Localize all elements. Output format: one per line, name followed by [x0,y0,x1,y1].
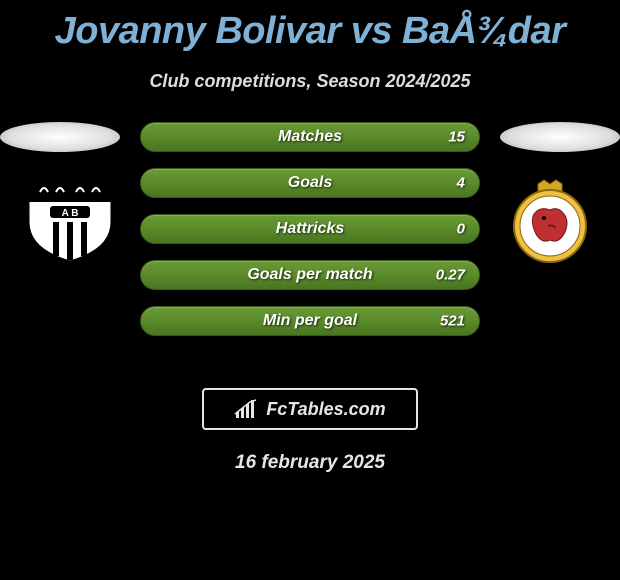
club-crest-right [500,178,600,264]
stat-value: 0 [457,221,465,238]
stat-row-min-per-goal: Min per goal 521 [140,306,480,336]
stat-row-hattricks: Hattricks 0 [140,214,480,244]
stat-label: Goals [288,174,332,192]
svg-text:A B: A B [62,208,79,219]
stat-label: Min per goal [263,312,357,330]
date-line: 16 february 2025 [0,452,620,474]
stat-label: Hattricks [276,220,344,238]
stat-value: 4 [457,175,465,192]
brand-box[interactable]: FcTables.com [202,388,418,430]
club-crest-left: A B [20,178,120,264]
subtitle: Club competitions, Season 2024/2025 [0,71,620,92]
page-title: Jovanny Bolivar vs BaÅ¾dar [0,10,620,53]
brand-text: FcTables.com [266,399,385,420]
stat-row-matches: Matches 15 [140,122,480,152]
stat-row-goals: Goals 4 [140,168,480,198]
stat-row-goals-per-match: Goals per match 0.27 [140,260,480,290]
stat-value: 15 [448,129,465,146]
stats-column: Matches 15 Goals 4 Hattricks 0 Goals per… [140,122,480,336]
player-left-ellipse [0,122,120,152]
player-right-ellipse [500,122,620,152]
main-row: A B Matches 15 Goals 4 [0,122,620,362]
stat-value: 521 [440,313,465,330]
stat-value: 0.27 [436,267,465,284]
shield-icon: A B [20,178,120,264]
stat-label: Matches [278,128,342,146]
bar-chart-icon [234,398,260,420]
comparison-widget: Jovanny Bolivar vs BaÅ¾dar Club competit… [0,0,620,474]
stat-label: Goals per match [247,266,372,284]
lion-crest-icon [500,178,600,264]
